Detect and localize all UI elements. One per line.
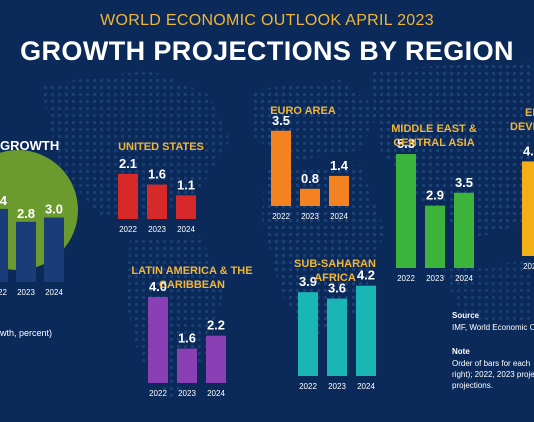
sub-saharan-tick-2022: 2022 [299,382,317,391]
global-tick-2024: 2024 [45,288,63,297]
united-states-tick-2022: 2022 [119,225,137,234]
latin-america-title: LATIN AMERICA & THE CARIBBEAN [120,264,264,292]
emerging-value-label-2022: 4.4 [523,143,534,158]
latin-america-tick-2024: 2024 [207,389,225,398]
middle-east-value-label-2023: 2.9 [426,188,444,203]
euro-area-tick-2023: 2023 [301,212,319,221]
middle-east-title-line-2: CENTRAL ASIA [393,137,475,149]
united-states-value-label-2022: 2.1 [119,156,137,171]
latin-america-value-label-2023: 1.6 [178,331,196,346]
global-value-label-2024: 3.0 [45,202,63,217]
sub-saharan-bar-2022 [298,292,318,376]
middle-east-value-label-2022: 5.3 [397,136,415,151]
global-bar-2024 [44,217,64,282]
united-states-title: UNITED STATES [118,141,204,153]
euro-area-tick-2024: 2024 [330,212,348,221]
global-bar-2022 [0,208,8,282]
global-bar-2023 [16,221,36,282]
note-line-1: Order of bars for each [452,359,531,368]
middle-east-bar-2023 [425,205,445,268]
source-heading: Source [452,311,480,320]
middle-east-bar-2022 [396,154,416,268]
sub-saharan-value-label-2024: 4.2 [357,268,375,283]
page-title: GROWTH PROJECTIONS BY REGION [20,36,514,66]
global-value-label-2023: 2.8 [17,206,35,221]
note-text: Order of bars for each right); 2022, 202… [452,358,534,391]
global-value-label-2022: 3.4 [0,193,8,208]
note-line-3: projections. [452,381,493,390]
euro-area-bar-2024 [329,175,349,206]
euro-area-title: EURO AREA [270,105,336,117]
latin-america-tick-2022: 2022 [149,389,167,398]
note-heading: Note [452,347,470,356]
euro-area-bar-2022 [271,130,291,206]
global-tick-2022: 2022 [0,288,7,297]
middle-east-tick-2023: 2023 [426,274,444,283]
dotted-continents [40,60,534,400]
emerging-bar-2022 [522,161,534,256]
euro-area-bar-2023 [300,188,320,206]
global-growth-title: GROWTH [0,138,60,153]
source-text: IMF, World Economic O [452,323,534,332]
united-states-bar-2022 [118,173,138,219]
latin-america-title-line-1: LATIN AMERICA & THE [131,265,253,277]
latin-america-value-label-2022: 4.0 [149,279,167,294]
emerging-title-line-2: DEVE [510,121,534,133]
report-supertitle: WORLD ECONOMIC OUTLOOK APRIL 2023 [100,12,434,29]
middle-east-title-line-1: MIDDLE EAST & [391,123,477,135]
united-states-value-label-2024: 1.1 [177,177,195,192]
latin-america-bar-2022 [148,297,168,383]
euro-area-value-label-2024: 1.4 [330,158,349,173]
middle-east-bar-2024 [454,192,474,268]
sub-saharan-bar-2023 [327,298,347,376]
sub-saharan-tick-2023: 2023 [328,382,346,391]
united-states-tick-2023: 2023 [148,225,166,234]
latin-america-bar-2023 [177,348,197,383]
latin-america-tick-2023: 2023 [178,389,196,398]
euro-area-value-label-2023: 0.8 [301,171,319,186]
sub-saharan-title: SUB-SAHARAN AFRICA [282,257,388,285]
middle-east-tick-2022: 2022 [397,274,415,283]
latin-america-bar-2024 [206,335,226,383]
euro-area-tick-2022: 2022 [272,212,290,221]
sub-saharan-title-line-1: SUB-SAHARAN [294,258,376,270]
latin-america-value-label-2024: 2.2 [207,318,225,333]
sub-saharan-title-line-2: AFRICA [314,272,356,284]
note-line-2: right); 2022, 2023 proje [452,370,534,379]
sub-saharan-value-label-2023: 3.6 [328,281,346,296]
sub-saharan-bar-2024 [356,285,376,376]
middle-east-title: MIDDLE EAST & CENTRAL ASIA [384,122,484,150]
middle-east-tick-2024: 2024 [455,274,473,283]
united-states-bar-2024 [176,195,196,219]
united-states-tick-2024: 2024 [177,225,195,234]
sub-saharan-value-label-2022: 3.9 [299,274,317,289]
emerging-title: EM DEVE [506,106,534,134]
emerging-tick-2022: 2022 [523,262,534,271]
emerging-title-line-1: EM [525,107,534,119]
global-tick-2023: 2023 [17,288,35,297]
united-states-bar-2023 [147,184,167,219]
middle-east-value-label-2024: 3.5 [455,175,473,190]
euro-area-value-label-2022: 3.5 [272,113,290,128]
sub-saharan-tick-2024: 2024 [357,382,375,391]
latin-america-title-line-2: CARIBBEAN [159,279,225,291]
united-states-value-label-2023: 1.6 [148,167,166,182]
global-growth-caption: wth, percent) [0,328,53,338]
